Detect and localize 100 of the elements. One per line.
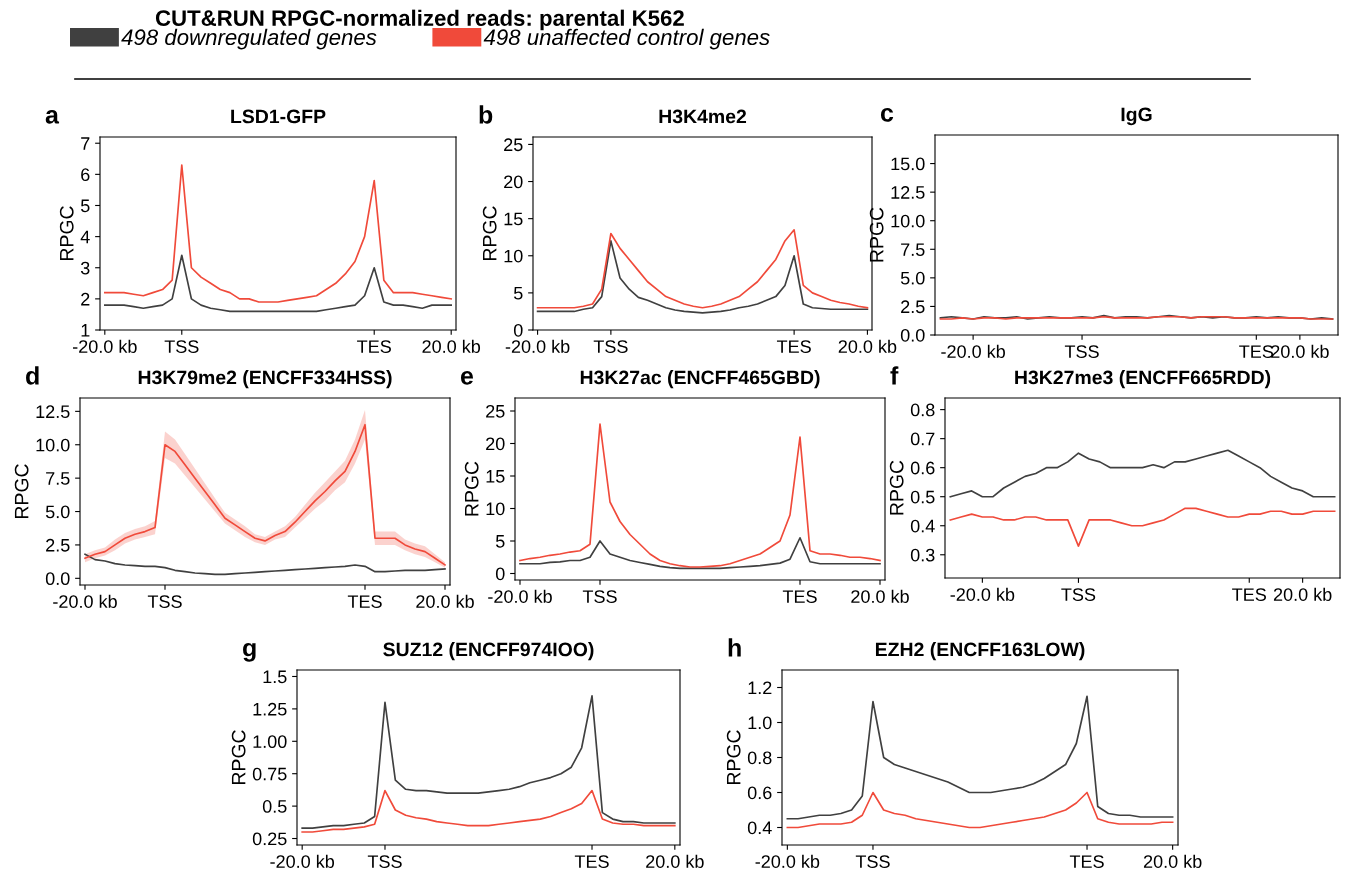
y-tick-label: 0.25 — [252, 832, 287, 846]
x-tick-label: TES — [357, 340, 391, 353]
y-tick-label: 10.0 — [36, 438, 70, 452]
text: h — [728, 638, 741, 657]
y-axis-title: RPGC — [14, 464, 29, 518]
x-tick-label: -20.0 kb — [53, 594, 117, 608]
y-tick-label: 0.5 — [262, 800, 287, 813]
chart-title: H3K27me3 (ENCFF665RDD) — [1015, 370, 1271, 389]
x-tick-label: 20.0 kb — [646, 854, 704, 868]
y-tick-label: 0.6 — [910, 461, 935, 475]
y-tick-label: 1.25 — [253, 702, 287, 716]
line-series — [519, 423, 881, 568]
y-tick-label: 10.0 — [891, 214, 925, 228]
y-axis-title: RPGC — [869, 207, 884, 262]
y-tick-label: 1.0 — [748, 716, 772, 730]
text: g — [243, 642, 256, 662]
y-tick-label: 5.0 — [45, 505, 70, 519]
y-tick-label: 15 — [504, 212, 523, 226]
y-tick-label: 4 — [80, 230, 90, 244]
x-tick-label: 20.0 kb — [851, 589, 909, 603]
y-tick-label: 1 — [81, 324, 90, 337]
x-tick-label: TSS — [1061, 588, 1096, 601]
y-tick-label: 12.5 — [36, 405, 70, 419]
x-tick-label: -20.0 kb — [270, 854, 335, 868]
y-tick-label: 0 — [513, 323, 523, 337]
y-tick-label: 25 — [504, 138, 523, 152]
line-series — [103, 254, 453, 313]
line-series — [84, 553, 446, 576]
line-series — [949, 507, 1336, 547]
text: c — [880, 108, 894, 122]
chart-title: SUZ12 (ENCFF974IOO) — [383, 642, 594, 661]
x-tick-label: TES — [574, 855, 609, 868]
line-series — [786, 791, 1174, 829]
x-tick-label: -20.0 kb — [950, 587, 1015, 601]
y-tick-label: 5 — [495, 535, 505, 548]
y-tick-label: 0.8 — [747, 751, 772, 765]
y-tick-label: 0.4 — [747, 821, 772, 835]
x-tick-label: 20.0 kb — [1271, 344, 1329, 358]
x-tick-label: -20.0 kb — [72, 339, 137, 353]
y-tick-label: 6 — [81, 168, 90, 182]
y-tick-label: 0 — [495, 567, 505, 581]
y-tick-label: 0.0 — [45, 572, 70, 586]
x-tick-label: TSS — [147, 595, 182, 608]
y-tick-label: 5 — [80, 199, 90, 213]
y-tick-label: 7 — [81, 137, 90, 150]
x-tick-label: TSS — [855, 855, 890, 868]
y-tick-label: 7.5 — [46, 472, 70, 485]
y-tick-label: 15.0 — [891, 157, 925, 171]
x-tick-label: -20.0 kb — [488, 589, 552, 603]
y-tick-label: 0.0 — [900, 328, 925, 342]
x-tick-label: 20.0 kb — [1143, 854, 1202, 868]
x-tick-label: TES — [347, 595, 382, 608]
y-tick-label: 0.6 — [747, 786, 772, 800]
y-axis-title: RPGC — [889, 460, 904, 515]
y-tick-label: 2 — [81, 292, 90, 306]
text: d — [26, 366, 39, 385]
x-tick-label: -20.0 kb — [505, 339, 570, 353]
y-axis-title: RPGC — [59, 206, 74, 260]
y-tick-label: 20 — [504, 175, 523, 189]
x-tick-label: TSS — [367, 855, 402, 868]
line-series — [786, 695, 1174, 820]
line-series — [519, 536, 881, 570]
chart-title: H3K79me2 (ENCFF334HSS) — [138, 370, 392, 389]
y-tick-label: 10 — [504, 249, 523, 263]
y-tick-label: 0.75 — [252, 767, 287, 781]
x-tick-label: TES — [782, 590, 817, 603]
text: a — [45, 110, 60, 124]
y-tick-label: 0.8 — [910, 403, 935, 417]
x-tick-label: -20.0 kb — [755, 854, 820, 868]
x-tick-label: 20.0 kb — [422, 339, 481, 353]
chart-title: EZH2 (ENCFF163LOW) — [875, 642, 1085, 661]
y-tick-label: 25 — [486, 404, 505, 418]
y-tick-label: 3 — [80, 261, 90, 275]
y-tick-label: 0.3 — [910, 548, 935, 562]
y-tick-label: 5.0 — [900, 271, 925, 285]
line-series — [301, 695, 676, 829]
chart-title: H3K4me2 — [659, 109, 747, 124]
y-tick-label: 1.5 — [263, 670, 287, 684]
y-tick-label: 2.5 — [901, 300, 925, 314]
text: e — [460, 371, 474, 385]
x-tick-label: 20.0 kb — [838, 339, 897, 353]
legend-label: 498 downregulated genes — [121, 28, 377, 50]
line-series — [301, 789, 676, 833]
y-axis-title: RPGC — [482, 206, 497, 260]
y-axis-title: RPGC — [464, 461, 479, 516]
y-tick-label: 15 — [486, 470, 505, 483]
y-axis-title: RPGC — [231, 730, 246, 784]
x-tick-label: TSS — [1064, 345, 1099, 358]
y-axis-title: RPGC — [726, 730, 741, 784]
x-tick-label: 20.0 kb — [1273, 587, 1332, 601]
y-tick-label: 0.5 — [910, 490, 935, 504]
x-tick-label: -20.0 kb — [941, 344, 1005, 358]
y-tick-label: 2.5 — [46, 538, 70, 552]
chart-title: H3K27ac (ENCFF465GBD) — [580, 370, 820, 389]
text: f — [890, 366, 899, 385]
y-tick-label: 1.00 — [253, 735, 287, 749]
y-tick-label: 7.5 — [901, 243, 925, 257]
y-tick-label: 12.5 — [891, 186, 925, 199]
y-tick-label: 5 — [513, 287, 523, 300]
x-tick-label: TES — [1239, 345, 1274, 358]
